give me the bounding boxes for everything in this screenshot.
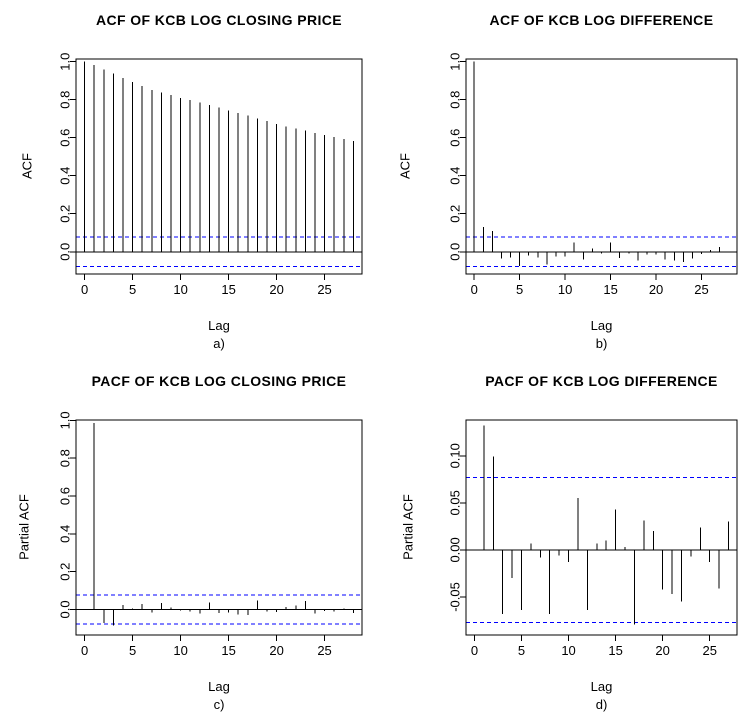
x-tick-label: 5: [518, 643, 525, 658]
x-tick-label: 20: [269, 643, 283, 658]
y-tick-label: 1.0: [448, 53, 463, 71]
y-tick-label: 0.4: [58, 167, 73, 185]
x-axis-label-c: Lag: [208, 679, 230, 694]
plot-box: [465, 419, 738, 636]
panel-pacf-log-closing-price: PACF OF KCB LOG CLOSING PRICE Partial AC…: [0, 361, 375, 722]
y-tick-label: 0.00: [448, 537, 463, 562]
y-tick-label: 0.6: [448, 129, 463, 147]
x-tick-label: 5: [129, 282, 136, 297]
plot-box: [465, 58, 738, 275]
y-tick-label: 1.0: [58, 411, 73, 429]
x-tick-label: 0: [471, 643, 478, 658]
x-tick-label: 20: [655, 643, 669, 658]
panel-acf-log-closing-price: ACF OF KCB LOG CLOSING PRICE ACF 0 5 10 15 2…: [0, 0, 375, 361]
plot-box: [75, 58, 363, 275]
x-tick-label: 5: [129, 643, 136, 658]
y-tick-label: 0.2: [448, 205, 463, 223]
x-tick-label: 10: [558, 282, 572, 297]
x-tick-label: 25: [702, 643, 716, 658]
chart-title-c: PACF OF KCB LOG CLOSING PRICE: [91, 373, 347, 389]
chart-svg-a: 0 5 10 15 20 25 0.0 0.2 0.4 0.6 0.8 1.0: [58, 53, 363, 297]
chart-svg-c: 0 5 10 15 20 25 0.0 0.2 0.4 0.6 0.8 1.0: [58, 411, 363, 658]
y-tick-label: 0.0: [58, 243, 73, 261]
x-tick-label: 15: [221, 282, 235, 297]
y-tick-label: 0.6: [58, 487, 73, 505]
x-tick-label: 5: [516, 282, 523, 297]
caption-c: c): [213, 697, 225, 712]
y-tick-label: 0.8: [58, 449, 73, 467]
panel-pacf-log-difference: PACF OF KCB LOG DIFFERENCE Partial ACF 0…: [375, 361, 750, 722]
chart-title-a: ACF OF KCB LOG CLOSING PRICE: [95, 12, 343, 28]
plot-box: [75, 419, 363, 636]
x-axis-label-d: Lag: [590, 679, 613, 694]
y-tick-label: 0.05: [448, 490, 463, 515]
x-tick-label: 0: [471, 282, 478, 297]
y-tick-label: 0.0: [58, 600, 73, 618]
chart-title-d: PACF OF KCB LOG DIFFERENCE: [485, 373, 718, 389]
x-tick-label: 20: [269, 282, 283, 297]
y-tick-label: -0.05: [448, 582, 463, 612]
x-tick-label: 20: [649, 282, 663, 297]
y-tick-label: 0.2: [58, 563, 73, 581]
x-axis-label-b: Lag: [590, 318, 613, 333]
y-tick-label: 0.10: [448, 443, 463, 468]
chart-svg-b: 0 5 10 15 20 25 0.0 0.2 0.4 0.6 0.8 1.0: [448, 53, 738, 297]
chart-svg-d: 0 5 10 15 20 25 -0.05 0.00 0.05 0.10: [448, 419, 738, 658]
caption-b: b): [595, 336, 608, 351]
y-tick-label: 0.4: [58, 525, 73, 543]
x-tick-label: 0: [81, 643, 88, 658]
x-tick-label: 0: [81, 282, 88, 297]
chart-title-b: ACF OF KCB LOG DIFFERENCE: [489, 12, 714, 28]
x-tick-label: 10: [173, 643, 187, 658]
x-tick-label: 25: [317, 282, 331, 297]
y-tick-label: 0.2: [58, 205, 73, 223]
x-tick-label: 25: [317, 643, 331, 658]
x-tick-label: 15: [221, 643, 235, 658]
y-tick-label: 0.0: [448, 243, 463, 261]
panel-acf-log-difference: ACF OF KCB LOG DIFFERENCE ACF 0 5 10 15 20 25…: [375, 0, 750, 361]
x-tick-label: 25: [694, 282, 708, 297]
y-tick-label: 1.0: [58, 53, 73, 71]
caption-d: d): [595, 697, 608, 712]
x-axis-label-a: Lag: [208, 318, 230, 333]
y-tick-label: 0.8: [448, 91, 463, 109]
caption-a: a): [213, 336, 225, 351]
x-tick-label: 10: [173, 282, 187, 297]
x-tick-label: 15: [608, 643, 622, 658]
y-tick-label: 0.6: [58, 129, 73, 147]
x-tick-label: 15: [603, 282, 617, 297]
y-tick-label: 0.4: [448, 167, 463, 185]
x-tick-label: 10: [561, 643, 575, 658]
y-tick-label: 0.8: [58, 91, 73, 109]
